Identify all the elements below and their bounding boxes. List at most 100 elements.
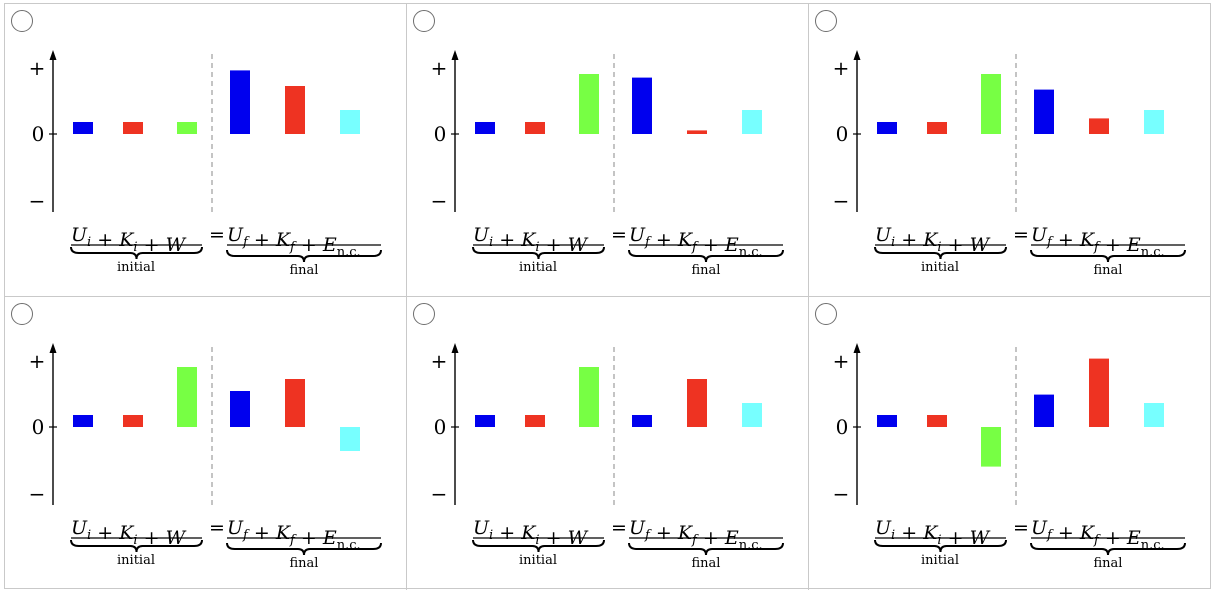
y-label-plus: +: [29, 349, 46, 373]
bar-e-nc: [1144, 403, 1164, 427]
bar-k-i: [525, 122, 545, 134]
y-label-minus: −: [29, 189, 46, 213]
equation-initial: Ui + Ki + W: [473, 517, 589, 549]
bar-u-i: [73, 122, 93, 134]
equation-initial: Ui + Ki + W: [473, 224, 589, 256]
equation-final: Uf + Kf + En.c.: [227, 517, 361, 553]
equation-final: Uf + Kf + En.c.: [1031, 517, 1165, 553]
y-label-minus: −: [431, 482, 448, 506]
bar-u-i: [475, 122, 495, 134]
answer-option-2[interactable]: +0 − Ui + Ki + W = Uf + Kf + En.c. initial fin…: [407, 4, 809, 297]
bar-k-i: [123, 122, 143, 134]
answer-choice-grid: +0− Ui + Ki + W = Uf + Kf + En.c. initial fin…: [4, 3, 1211, 590]
brace-final: [226, 249, 382, 263]
bar-u-f: [632, 77, 652, 134]
equation-initial: Ui + Ki + W: [71, 517, 187, 549]
brace-initial: [874, 246, 1007, 260]
bar-e-nc: [340, 110, 360, 134]
equation-equals: =: [1013, 517, 1029, 539]
bar-w: [177, 122, 197, 134]
radio-button[interactable]: [413, 10, 435, 32]
brace-initial: [70, 246, 203, 260]
bar-e-nc: [340, 427, 360, 451]
bar-u-f: [632, 415, 652, 427]
group-label-final: final: [692, 263, 721, 278]
bar-u-f: [230, 70, 250, 134]
y-label-zero: 0: [836, 415, 849, 439]
equation-equals: =: [209, 224, 225, 246]
brace-final: [628, 249, 784, 263]
bar-k-f: [1089, 358, 1109, 427]
equation-equals: =: [1013, 224, 1029, 246]
brace-initial: [70, 539, 203, 553]
brace-initial: [472, 246, 605, 260]
y-label-plus: +: [431, 349, 448, 373]
equation-equals: =: [611, 224, 627, 246]
brace-final: [1030, 542, 1186, 556]
bar-k-i: [525, 415, 545, 427]
group-label-initial: initial: [117, 553, 155, 568]
answer-option-4[interactable]: +0 − Ui + Ki + W = Uf + Kf + En.c. initial fin…: [5, 297, 407, 590]
bar-u-f: [230, 391, 250, 427]
y-label-zero: 0: [434, 415, 447, 439]
radio-button[interactable]: [413, 303, 435, 325]
answer-option-1[interactable]: +0 − Ui + Ki + W = Uf + Kf + En.c. initial fin…: [5, 4, 407, 297]
y-label-minus: −: [833, 482, 850, 506]
radio-button[interactable]: [815, 303, 837, 325]
radio-button[interactable]: [11, 303, 33, 325]
y-axis-arrow: [451, 50, 459, 60]
bar-k-f: [285, 379, 305, 427]
bar-w: [579, 367, 599, 427]
group-label-initial: initial: [519, 260, 557, 275]
group-label-final: final: [290, 556, 319, 571]
equation-initial: Ui + Ki + W: [875, 224, 991, 256]
bar-k-i: [927, 415, 947, 427]
y-label-zero: 0: [32, 415, 45, 439]
energy-bar-chart: +0 − Ui + Ki + W = Uf + Kf + En.c. initial fin…: [431, 50, 784, 278]
equation-initial: Ui + Ki + W: [875, 517, 991, 549]
y-label-plus: +: [431, 56, 448, 80]
bar-w: [177, 367, 197, 427]
y-label-zero: 0: [836, 122, 849, 146]
y-axis-arrow: [49, 50, 57, 60]
answer-option-6[interactable]: +0 − Ui + Ki + W = Uf + Kf + En.c. initial fin…: [809, 297, 1210, 590]
y-label-plus: +: [29, 56, 46, 80]
bar-u-i: [73, 415, 93, 427]
brace-final: [628, 542, 784, 556]
brace-initial: [874, 539, 1007, 553]
equation-equals: =: [611, 517, 627, 539]
y-label-minus: −: [431, 189, 448, 213]
group-label-final: final: [1094, 556, 1123, 571]
answer-option-5[interactable]: +0 − Ui + Ki + W = Uf + Kf + En.c. initial fin…: [407, 297, 809, 590]
y-label-plus: +: [833, 349, 850, 373]
bar-k-i: [123, 415, 143, 427]
y-axis-arrow: [853, 50, 861, 60]
answer-option-3[interactable]: +0 − Ui + Ki + W = Uf + Kf + En.c. initial fin…: [809, 4, 1210, 297]
y-label-minus: −: [833, 189, 850, 213]
bar-k-f: [1089, 118, 1109, 134]
radio-button[interactable]: [815, 10, 837, 32]
brace-final: [226, 542, 382, 556]
equation-equals: =: [209, 517, 225, 539]
bar-k-f: [285, 86, 305, 134]
energy-bar-chart: +0 − Ui + Ki + W = Uf + Kf + En.c. initial fin…: [29, 50, 382, 278]
equation-final: Uf + Kf + En.c.: [227, 224, 361, 260]
group-label-final: final: [290, 263, 319, 278]
group-label-initial: initial: [921, 553, 959, 568]
bar-u-i: [877, 122, 897, 134]
y-label-zero: 0: [434, 122, 447, 146]
group-label-final: final: [1094, 263, 1123, 278]
bar-k-f: [687, 379, 707, 427]
radio-button[interactable]: [11, 10, 33, 32]
bar-u-f: [1034, 89, 1054, 134]
brace-initial: [472, 539, 605, 553]
bar-e-nc: [742, 110, 762, 134]
brace-final: [1030, 249, 1186, 263]
bar-w: [579, 74, 599, 134]
bar-u-i: [877, 415, 897, 427]
y-label-minus: −: [29, 482, 46, 506]
group-label-final: final: [692, 556, 721, 571]
energy-bar-chart: +0 − Ui + Ki + W = Uf + Kf + En.c. initial fin…: [29, 343, 382, 571]
bar-k-f: [687, 130, 707, 134]
bar-e-nc: [1144, 110, 1164, 134]
